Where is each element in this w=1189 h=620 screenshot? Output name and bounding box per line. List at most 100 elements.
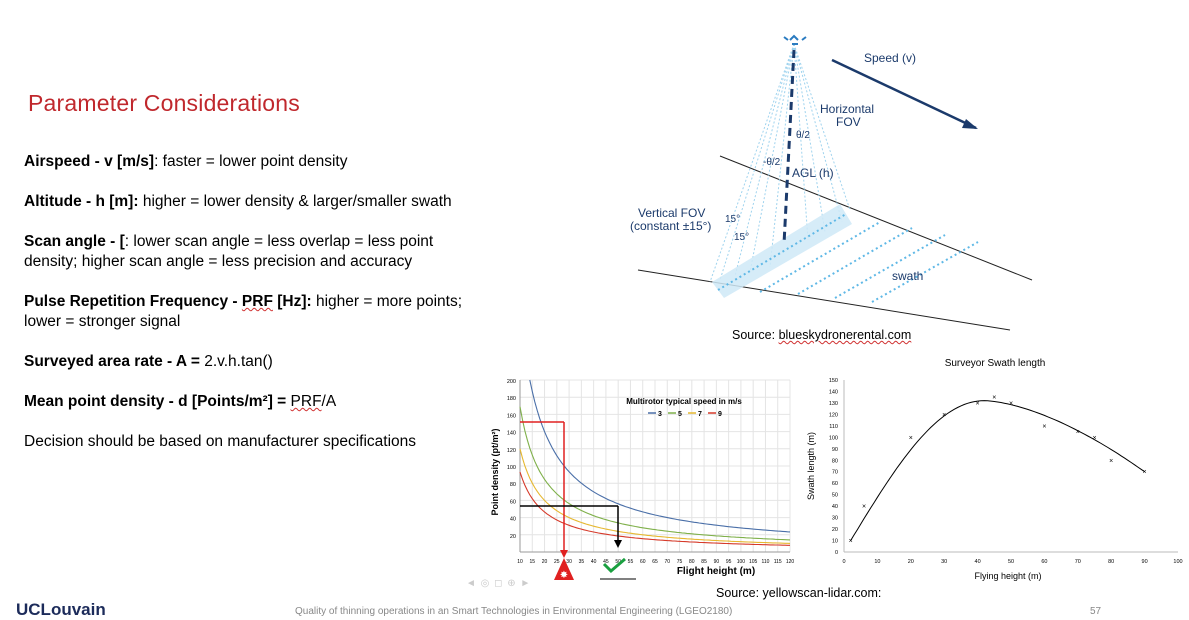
swath-y-tick: 40 — [832, 504, 838, 510]
vfov-label-2: (constant ±15°) — [630, 219, 711, 233]
footer-logo: UCLouvain — [16, 600, 106, 619]
theta-half-neg-label: -θ/2 — [763, 157, 781, 168]
density-annotation-black — [520, 505, 622, 548]
vfov-label-1: Vertical FOV — [638, 206, 705, 220]
swath-x-label: Flying height (m) — [974, 571, 1041, 581]
swath-point: × — [942, 412, 946, 419]
density-x-tick: 65 — [652, 559, 658, 565]
slide-nav-controls[interactable]: ◄ ◎ ◻ ⊕ ► — [466, 578, 532, 589]
swath-x-ticks: 0 10 20 30 40 50 60 70 80 90 100 — [842, 559, 1182, 565]
swath-point: × — [909, 435, 913, 442]
swath-point: × — [1109, 458, 1113, 465]
density-x-tick: 60 — [640, 559, 646, 565]
deg-15-label-a: 15° — [725, 214, 740, 225]
bullet-list: Airspeed - v [m/s]: faster = lower point… — [24, 152, 484, 472]
swath-chart-title: Surveyor Swath length — [945, 358, 1046, 369]
swath-y-tick: 70 — [832, 470, 838, 476]
warning-icon: ✸ — [554, 558, 574, 581]
density-y-tick: 160 — [507, 413, 516, 419]
swath-point: × — [1143, 469, 1147, 476]
density-y-tick: 140 — [507, 431, 516, 437]
agl-label: AGL (h) — [792, 166, 834, 180]
source-blueskydronerental: Source: blueskydronerental.com — [732, 328, 912, 342]
swath-point: × — [1076, 429, 1080, 436]
density-x-label: Flight height (m) — [677, 566, 755, 577]
slide-title: Parameter Considerations — [28, 90, 300, 116]
swath-x-tick: 50 — [1008, 559, 1014, 565]
swath-length-chart: Surveyor Swath length 0 10 20 30 40 50 60 70 80 9… — [806, 358, 1183, 581]
density-annotation-red — [520, 421, 568, 558]
density-x-tick: 45 — [603, 559, 609, 565]
density-x-tick: 10 — [517, 559, 523, 565]
swath-point: × — [976, 400, 980, 407]
density-y-tick: 60 — [510, 499, 516, 505]
swath-x-tick: 30 — [941, 559, 947, 565]
scan-rays — [709, 43, 851, 283]
swath-y-tick: 80 — [832, 458, 838, 464]
swath-point: × — [849, 538, 853, 545]
density-x-tick: 100 — [737, 559, 746, 565]
footer-page-number: 57 — [1090, 606, 1102, 617]
swath-y-tick: 150 — [829, 378, 838, 384]
density-legend: 3 5 7 9 — [648, 411, 722, 418]
density-x-tick: 15 — [529, 559, 535, 565]
swath-y-tick: 110 — [829, 424, 838, 430]
density-series-line — [519, 406, 791, 541]
density-x-tick: 95 — [726, 559, 732, 565]
swath-y-tick: 100 — [829, 435, 838, 441]
density-y-tick: 120 — [507, 448, 516, 454]
density-x-tick: 110 — [761, 559, 769, 565]
density-series-line — [519, 448, 791, 544]
ground-line-top — [719, 155, 1033, 281]
bullet-airspeed: Airspeed - v [m/s]: faster = lower point… — [24, 153, 348, 170]
bullet-point-density: Mean point density - d [Points/m²] = PRF… — [24, 393, 337, 410]
bullet-prf: Pulse Repetition Frequency - PRF [Hz]: h… — [24, 293, 463, 330]
swath-y-tick: 140 — [829, 389, 838, 395]
swath-x-tick: 80 — [1108, 559, 1114, 565]
swath-x-tick: 60 — [1041, 559, 1047, 565]
checkmark-icon — [600, 557, 636, 580]
density-x-tick: 30 — [566, 559, 572, 565]
density-x-tick: 25 — [554, 559, 560, 565]
density-x-tick: 55 — [628, 559, 634, 565]
swath-y-tick: 60 — [832, 481, 838, 487]
source-yellowscan: Source: yellowscan-lidar.com: — [716, 586, 882, 600]
density-curves — [519, 379, 791, 546]
swath-x-tick: 100 — [1173, 559, 1182, 565]
deg-15-label-b: 15° — [734, 232, 749, 243]
bullet-decision: Decision should be based on manufacturer… — [24, 433, 417, 450]
swath-x-tick: 10 — [874, 559, 880, 565]
density-series-line — [519, 471, 790, 546]
density-legend-label: 3 — [658, 411, 662, 418]
swath-y-tick: 130 — [829, 401, 838, 407]
bullet-altitude: Altitude - h [m]: higher = lower density… — [24, 193, 452, 210]
lidar-swath-diagram: Speed (v) Horizontal FOV θ/2 -θ/2 AGL (h… — [630, 34, 1033, 331]
density-legend-label: 9 — [718, 411, 722, 418]
speed-arrowhead — [962, 119, 978, 129]
footer-text: Quality of thinning operations in an Sma… — [295, 606, 733, 617]
density-x-tick: 105 — [749, 559, 758, 565]
density-legend-label: 7 — [698, 411, 702, 418]
density-x-tick: 80 — [689, 559, 695, 565]
swath-label: swath — [892, 269, 923, 283]
density-x-tick: 35 — [579, 559, 585, 565]
swath-y-ticks: 0 10 20 30 40 50 60 70 80 90 100 110 120 130 140 150 — [829, 378, 838, 556]
swath-y-tick: 10 — [832, 539, 838, 545]
density-y-label: Point density (pt/m²) — [490, 429, 500, 516]
density-series-line — [529, 379, 791, 533]
swath-point: × — [1092, 435, 1096, 442]
density-legend-title: Multirotor typical speed in m/s — [626, 397, 742, 406]
ground-line-bottom — [637, 269, 1011, 331]
swath-points: × × × × × × × × × × × × — [849, 395, 1147, 545]
swath-point: × — [862, 504, 866, 511]
hfov-label-1: Horizontal — [820, 102, 874, 116]
density-y-tick: 100 — [507, 465, 516, 471]
density-y-tick: 200 — [507, 379, 516, 385]
density-grid — [519, 379, 791, 553]
speed-label: Speed (v) — [864, 51, 916, 65]
swath-x-tick: 40 — [975, 559, 981, 565]
density-x-ticks: 10 15 20 25 30 35 40 45 50 55 60 65 70 75 80 85 90 95 100 1… — [517, 559, 794, 565]
density-x-tick: 120 — [786, 559, 795, 565]
density-x-tick: 70 — [664, 559, 670, 565]
